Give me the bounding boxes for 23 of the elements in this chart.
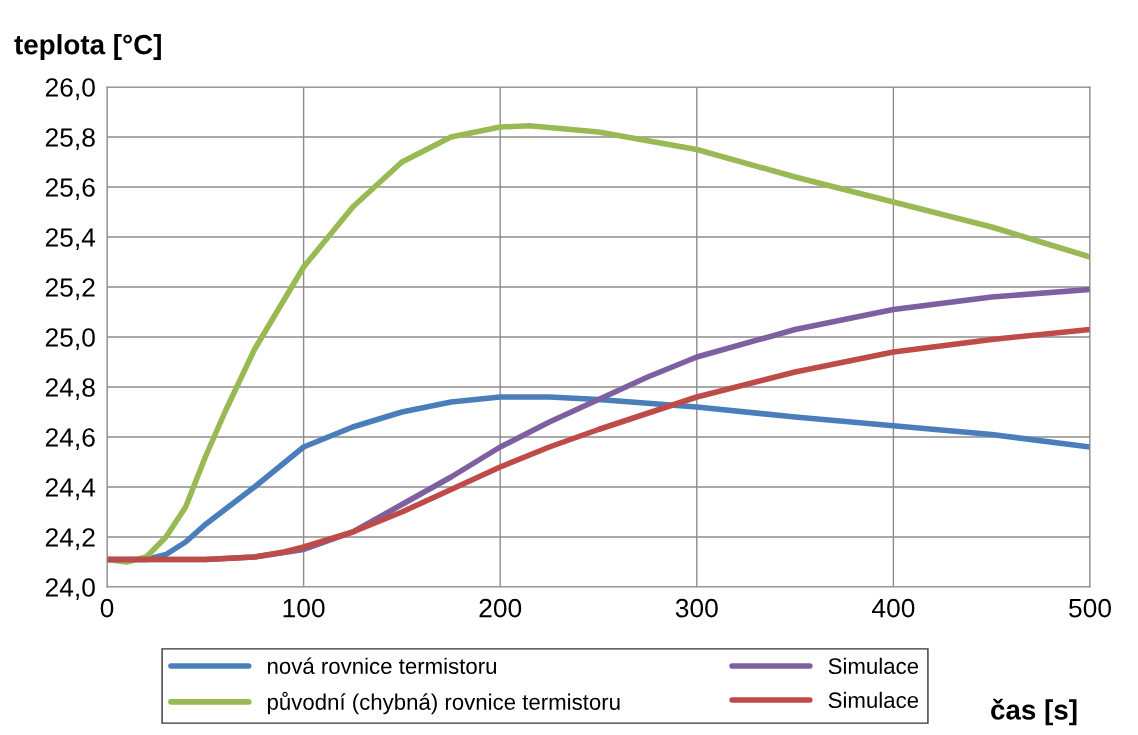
y-tick-label: 24,4 (45, 478, 96, 500)
y-tick-label: 24,8 (45, 378, 95, 400)
y-tick-label: 26,0 (45, 78, 95, 100)
legend-label: Simulace (828, 657, 919, 675)
x-tick-label: 500 (1069, 598, 1111, 618)
y-tick-label: 25,2 (45, 278, 95, 300)
y-tick-label: 25,4 (45, 228, 96, 250)
x-tick-label: 400 (871, 598, 915, 618)
x-tick-label: 300 (675, 598, 718, 618)
x-tick-label: 100 (283, 598, 325, 618)
y-tick-label: 24,0 (45, 578, 95, 600)
y-axis-title: teplota [°C] (14, 34, 161, 60)
x-tick-label: 0 (100, 598, 114, 618)
legend-label: původní (chybná) rovnice termistoru (267, 691, 620, 715)
legend-label: Simulace (828, 691, 919, 709)
y-tick-label: 25,0 (45, 328, 95, 350)
x-axis-title: čas [s] (991, 698, 1077, 726)
y-tick-label: 24,6 (45, 428, 95, 450)
x-tick-label: 200 (479, 598, 522, 618)
y-tick-label: 25,8 (45, 128, 95, 150)
y-tick-label: 24,2 (45, 528, 95, 550)
legend-label: nová rovnice termistoru (268, 657, 496, 675)
y-tick-label: 25,6 (45, 178, 95, 200)
